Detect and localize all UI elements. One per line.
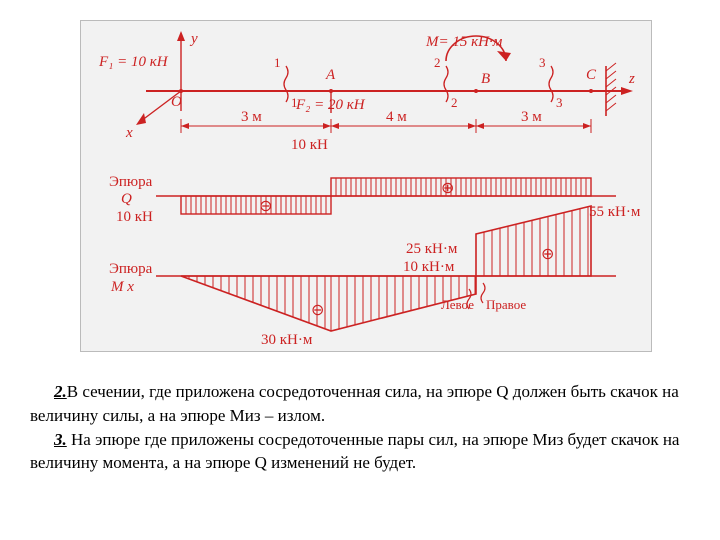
y-axis-label: y <box>189 31 198 47</box>
epM-label: Эпюра <box>109 261 153 277</box>
section-3: 3 3 <box>539 55 563 110</box>
label-C: C <box>586 67 597 83</box>
note-3-lead: 3. <box>54 430 67 449</box>
section-2: 2 2 <box>434 55 458 110</box>
svg-text:1: 1 <box>274 55 281 70</box>
M-hatch <box>189 207 588 331</box>
M-30: 30 кН·м <box>261 332 313 348</box>
M-plus: ⊕ <box>541 246 554 263</box>
y-axis-arrow <box>177 31 185 41</box>
under-10kN: 10 кН <box>291 137 328 153</box>
Q-minus: ⊖ <box>259 198 272 215</box>
svg-text:3: 3 <box>539 55 546 70</box>
M-25: 25 кН·м <box>406 241 458 257</box>
support-hatch <box>606 63 616 111</box>
z-axis-label: z <box>628 71 635 87</box>
x-axis-arrow <box>136 113 146 125</box>
note-2-text: В сечении, где приложена сосредоточенная… <box>30 382 679 425</box>
node-O <box>179 89 183 93</box>
label-O: O <box>171 94 182 110</box>
section-1: 1 1 <box>274 55 298 110</box>
dim-AB: 4 м <box>386 109 407 125</box>
M-minus: ⊖ <box>311 302 324 319</box>
M-10: 10 кН·м <box>403 259 455 275</box>
moment-arrow <box>497 51 511 61</box>
epQ-value: 10 кН <box>116 209 153 225</box>
note-2-lead: 2. <box>54 382 67 401</box>
dim-BC: 3 м <box>521 109 542 125</box>
Q-hatch <box>186 178 586 214</box>
label-A: A <box>325 67 336 83</box>
M-left: Левое <box>441 297 474 312</box>
svg-text:3: 3 <box>556 95 563 110</box>
figure-panel: y z x O A B C F₁ = 10 кН M= 15 кН·м <box>80 20 652 352</box>
M-profile <box>181 206 591 331</box>
M-55: 55 кН·м <box>589 204 641 220</box>
svg-text:2: 2 <box>434 55 441 70</box>
M-kink-right <box>481 283 485 303</box>
Q-plus: ⊕ <box>441 180 454 197</box>
z-axis-arrow <box>621 87 633 95</box>
notes-block: 2.В сечении, где приложена сосредоточенн… <box>30 380 690 475</box>
note-3-text: На эпюре где приложены сосредоточенные п… <box>30 430 679 473</box>
label-B: B <box>481 71 490 87</box>
svg-text:2: 2 <box>451 95 458 110</box>
epM-label2: M x <box>110 279 134 295</box>
svg-text:1: 1 <box>291 95 298 110</box>
diagram-svg: y z x O A B C F₁ = 10 кН M= 15 кН·м <box>81 21 651 351</box>
note-3: 3. На эпюре где приложены сосредоточенны… <box>30 428 690 476</box>
F1-label: F₁ = 10 кН <box>98 54 169 70</box>
node-C <box>589 89 593 93</box>
x-axis-label: x <box>125 125 133 141</box>
dim-OA: 3 м <box>241 109 262 125</box>
F2-label: F₂ = 20 кН <box>295 97 366 113</box>
M-right: Правое <box>486 297 526 312</box>
epQ-label2: Q <box>121 191 132 207</box>
node-B <box>474 89 478 93</box>
M-label: M= 15 кН·м <box>425 34 503 50</box>
epQ-label: Эпюра <box>109 174 153 190</box>
note-2: 2.В сечении, где приложена сосредоточенн… <box>30 380 690 428</box>
